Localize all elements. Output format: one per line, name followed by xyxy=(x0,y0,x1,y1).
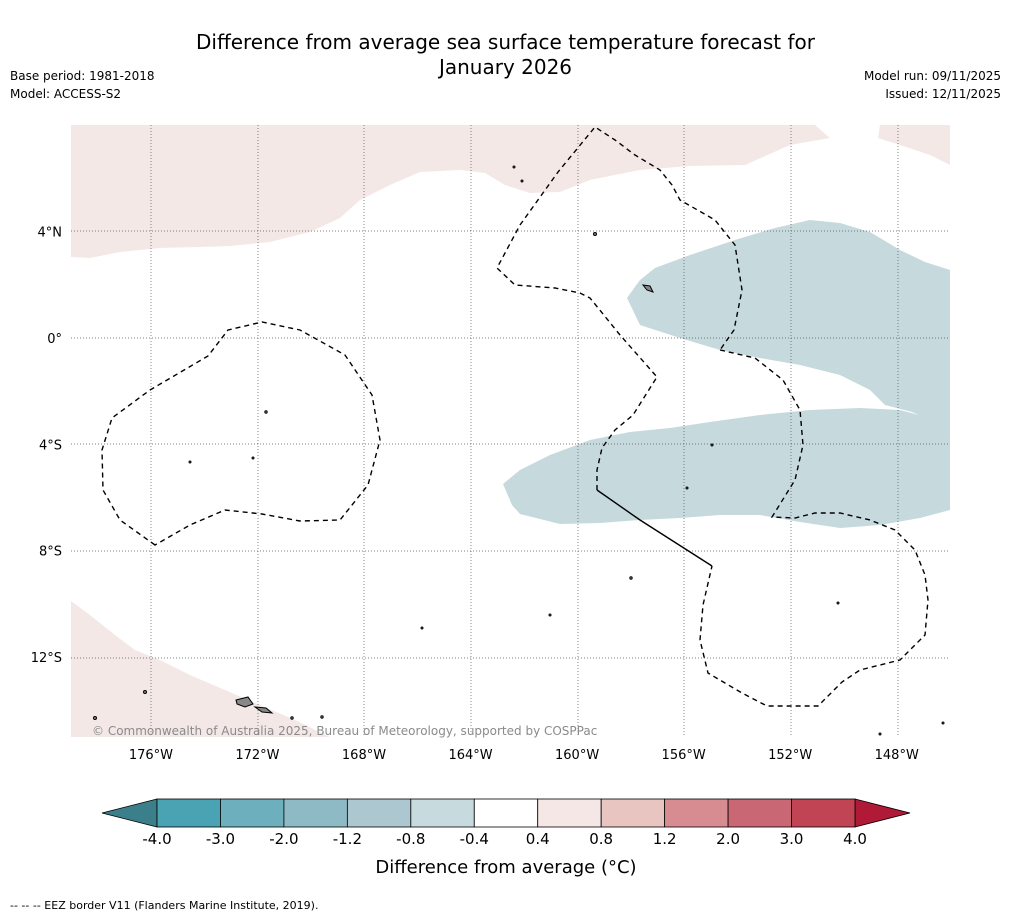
cool-region-east xyxy=(627,220,950,420)
warm-region-north xyxy=(71,125,830,258)
colorbar-tick-label: -2.0 xyxy=(269,830,298,848)
colorbar-over-arrow xyxy=(854,798,911,828)
y-tick-label: 12°S xyxy=(31,651,62,666)
colorbar-swatch xyxy=(283,798,348,828)
y-tick-label: 4°S xyxy=(39,438,62,453)
colorbar-tick-label: 3.0 xyxy=(780,830,804,848)
colorbar-tick-label: 0.4 xyxy=(526,830,550,848)
island-dot xyxy=(710,443,714,447)
chart-title: Difference from average sea surface temp… xyxy=(0,30,1011,80)
eez-border-east xyxy=(699,349,929,707)
cool-region-southeast xyxy=(503,408,950,528)
y-tick-label: 4°N xyxy=(38,225,63,240)
colorbar-swatch xyxy=(537,798,602,828)
island-dot xyxy=(593,232,597,236)
y-tick-label: 8°S xyxy=(39,545,62,560)
copyright-text: © Commonwealth of Australia 2025, Bureau… xyxy=(92,724,597,738)
eez-footnote: -- -- -- EEZ border V11 (Flanders Marine… xyxy=(10,899,319,912)
island-dot xyxy=(878,732,882,736)
colorbar-tick-label: -0.8 xyxy=(396,830,425,848)
grid-lines xyxy=(71,125,950,737)
x-tick-label: 164°W xyxy=(448,748,492,763)
island-dot xyxy=(512,165,516,169)
x-tick-label: 176°W xyxy=(129,748,173,763)
colorbar-swatch xyxy=(410,798,475,828)
colorbar-tick-label: -1.2 xyxy=(333,830,362,848)
model-name: Model: ACCESS-S2 xyxy=(10,87,122,101)
colorbar-swatch xyxy=(220,798,285,828)
y-axis: 4°N 0° 4°S 8°S 12°S xyxy=(31,225,62,666)
colorbar-tick-label: 4.0 xyxy=(843,830,867,848)
eez-borders xyxy=(101,126,929,707)
island-dot xyxy=(520,179,524,183)
island-small-1 xyxy=(641,284,654,293)
colorbar-swatch xyxy=(791,798,856,828)
y-tick-label: 0° xyxy=(47,332,62,347)
island-dot xyxy=(629,576,633,580)
issued-date: Issued: 12/11/2025 xyxy=(885,87,1001,101)
eez-border-center-north xyxy=(496,126,743,490)
x-tick-label: 168°W xyxy=(342,748,386,763)
colorbar-tick-label: -3.0 xyxy=(206,830,235,848)
title-line-2: January 2026 xyxy=(438,55,573,79)
colorbar-tick-label: -0.4 xyxy=(460,830,489,848)
x-tick-label: 160°W xyxy=(555,748,599,763)
x-tick-label: 152°W xyxy=(768,748,812,763)
island-dot xyxy=(143,690,147,694)
colorbar-swatch xyxy=(473,798,539,828)
island-dot xyxy=(685,486,689,490)
x-tick-label: 148°W xyxy=(875,748,919,763)
colorbar-label: Difference from average (°C) xyxy=(375,857,636,878)
islands xyxy=(93,165,945,736)
island-dot xyxy=(93,716,97,720)
colorbar-swatch xyxy=(727,798,792,828)
colorbar-swatch xyxy=(600,798,666,828)
colorbar-under-arrow xyxy=(101,798,158,828)
title-line-1: Difference from average sea surface temp… xyxy=(195,30,815,54)
colorbar-swatch xyxy=(664,798,729,828)
meta-left: Base period: 1981-2018 Model: ACCESS-S2 xyxy=(10,67,155,103)
warm-region-north-east xyxy=(878,125,950,165)
island-dot xyxy=(290,716,294,720)
island-dot xyxy=(836,601,840,605)
eez-border-solid xyxy=(596,489,713,567)
island-upolu xyxy=(235,696,254,708)
colorbar-swatch xyxy=(156,798,221,828)
model-run: Model run: 09/11/2025 xyxy=(863,69,1001,83)
warm-region-southwest xyxy=(71,601,330,737)
map-layer xyxy=(71,125,950,737)
x-axis: 176°W 172°W 168°W 164°W 160°W 156°W 152°W 148°W xyxy=(129,748,919,763)
x-tick-label: 156°W xyxy=(662,748,706,763)
island-dot xyxy=(264,410,268,414)
island-dot xyxy=(941,721,945,725)
colorbar-tick-label: 2.0 xyxy=(716,830,740,848)
base-period: Base period: 1981-2018 xyxy=(10,69,155,83)
island-dot xyxy=(188,460,192,464)
island-dot xyxy=(320,715,324,719)
colorbar-tick-label: 0.8 xyxy=(589,830,613,848)
island-dot xyxy=(548,613,552,617)
eez-border-west xyxy=(101,321,381,546)
x-tick-label: 172°W xyxy=(235,748,279,763)
island-tutuila xyxy=(253,706,274,714)
island-dot xyxy=(251,456,255,460)
colorbar-tick-label: -4.0 xyxy=(142,830,171,848)
colorbar: -4.0 -3.0 -2.0 -1.2 -0.8 -0.4 0.4 0.8 1.2 2.0 3.0 4… xyxy=(101,798,911,848)
colorbar-tick-label: 1.2 xyxy=(653,830,677,848)
meta-right: Model run: 09/11/2025 Issued: 12/11/2025 xyxy=(864,67,1001,103)
island-dot xyxy=(420,626,424,630)
colorbar-swatch xyxy=(346,798,412,828)
